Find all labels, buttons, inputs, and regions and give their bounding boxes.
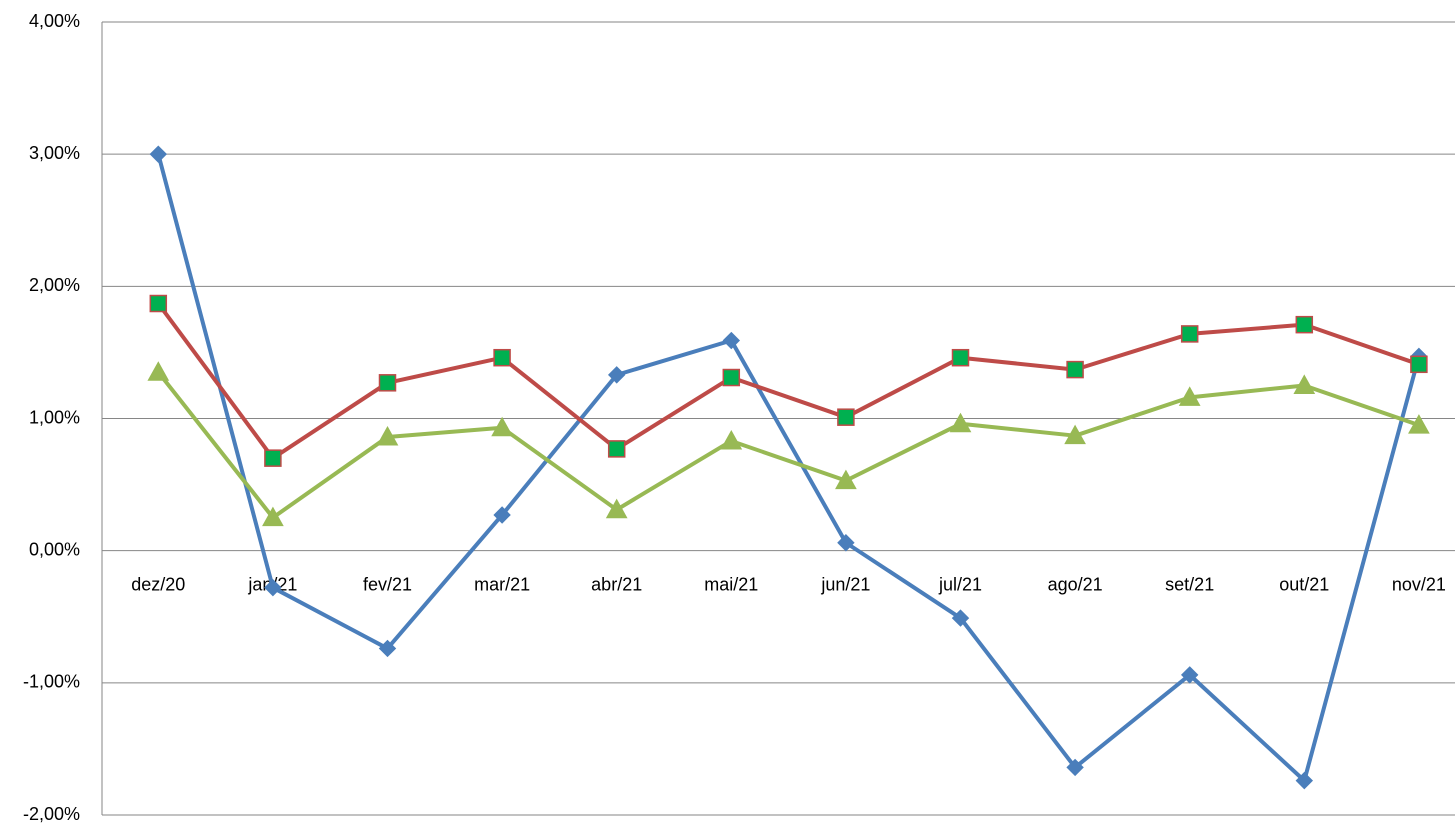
y-tick-label: -1,00% [23, 672, 80, 692]
x-tick-label: ago/21 [1048, 574, 1103, 594]
x-tick-label: set/21 [1165, 574, 1214, 594]
x-tick-label: nov/21 [1392, 574, 1446, 594]
y-tick-label: -2,00% [23, 804, 80, 824]
marker [949, 412, 972, 433]
marker [491, 416, 513, 437]
marker [1064, 424, 1086, 445]
marker [149, 294, 168, 313]
marker [1293, 374, 1316, 394]
x-tick-label: mai/21 [704, 574, 758, 594]
marker [147, 361, 170, 381]
marker [1180, 666, 1199, 684]
series-line [156, 371, 1420, 520]
marker [607, 366, 626, 384]
marker [1180, 325, 1199, 343]
marker [722, 331, 741, 350]
marker [951, 348, 970, 367]
marker [1408, 414, 1430, 434]
y-tick-label: 0,00% [29, 539, 80, 559]
y-tick-label: 3,00% [29, 143, 80, 163]
marker [264, 578, 282, 597]
y-tick-label: 4,00% [29, 11, 80, 31]
marker [837, 408, 855, 426]
marker [378, 374, 397, 392]
marker [1410, 355, 1428, 374]
marker [1295, 315, 1314, 334]
y-tick-label: 1,00% [29, 407, 80, 427]
marker [378, 639, 397, 658]
x-tick-label: jun/21 [820, 574, 870, 594]
marker [149, 145, 168, 163]
marker [493, 506, 511, 524]
y-tick-label: 2,00% [29, 275, 80, 295]
marker [264, 449, 282, 467]
marker [720, 429, 743, 450]
marker [835, 469, 857, 490]
x-tick-label: mar/21 [474, 574, 530, 594]
marker [1066, 758, 1084, 777]
marker [1178, 386, 1201, 406]
marker [722, 368, 741, 387]
x-tick-label: out/21 [1279, 574, 1329, 594]
series-line [156, 153, 1421, 783]
series-line [156, 302, 1420, 461]
x-tick-label: dez/20 [131, 574, 185, 594]
x-tick-label: fev/21 [363, 574, 412, 594]
marker [493, 348, 511, 367]
marker [376, 425, 399, 446]
x-tick-label: jul/21 [938, 574, 982, 594]
x-tick-label: abr/21 [591, 574, 642, 594]
marker [605, 498, 628, 519]
marker [1295, 771, 1314, 790]
marker [951, 609, 970, 627]
marker [1066, 360, 1084, 379]
marker [262, 506, 284, 527]
marker [607, 440, 626, 458]
marker [837, 534, 855, 552]
